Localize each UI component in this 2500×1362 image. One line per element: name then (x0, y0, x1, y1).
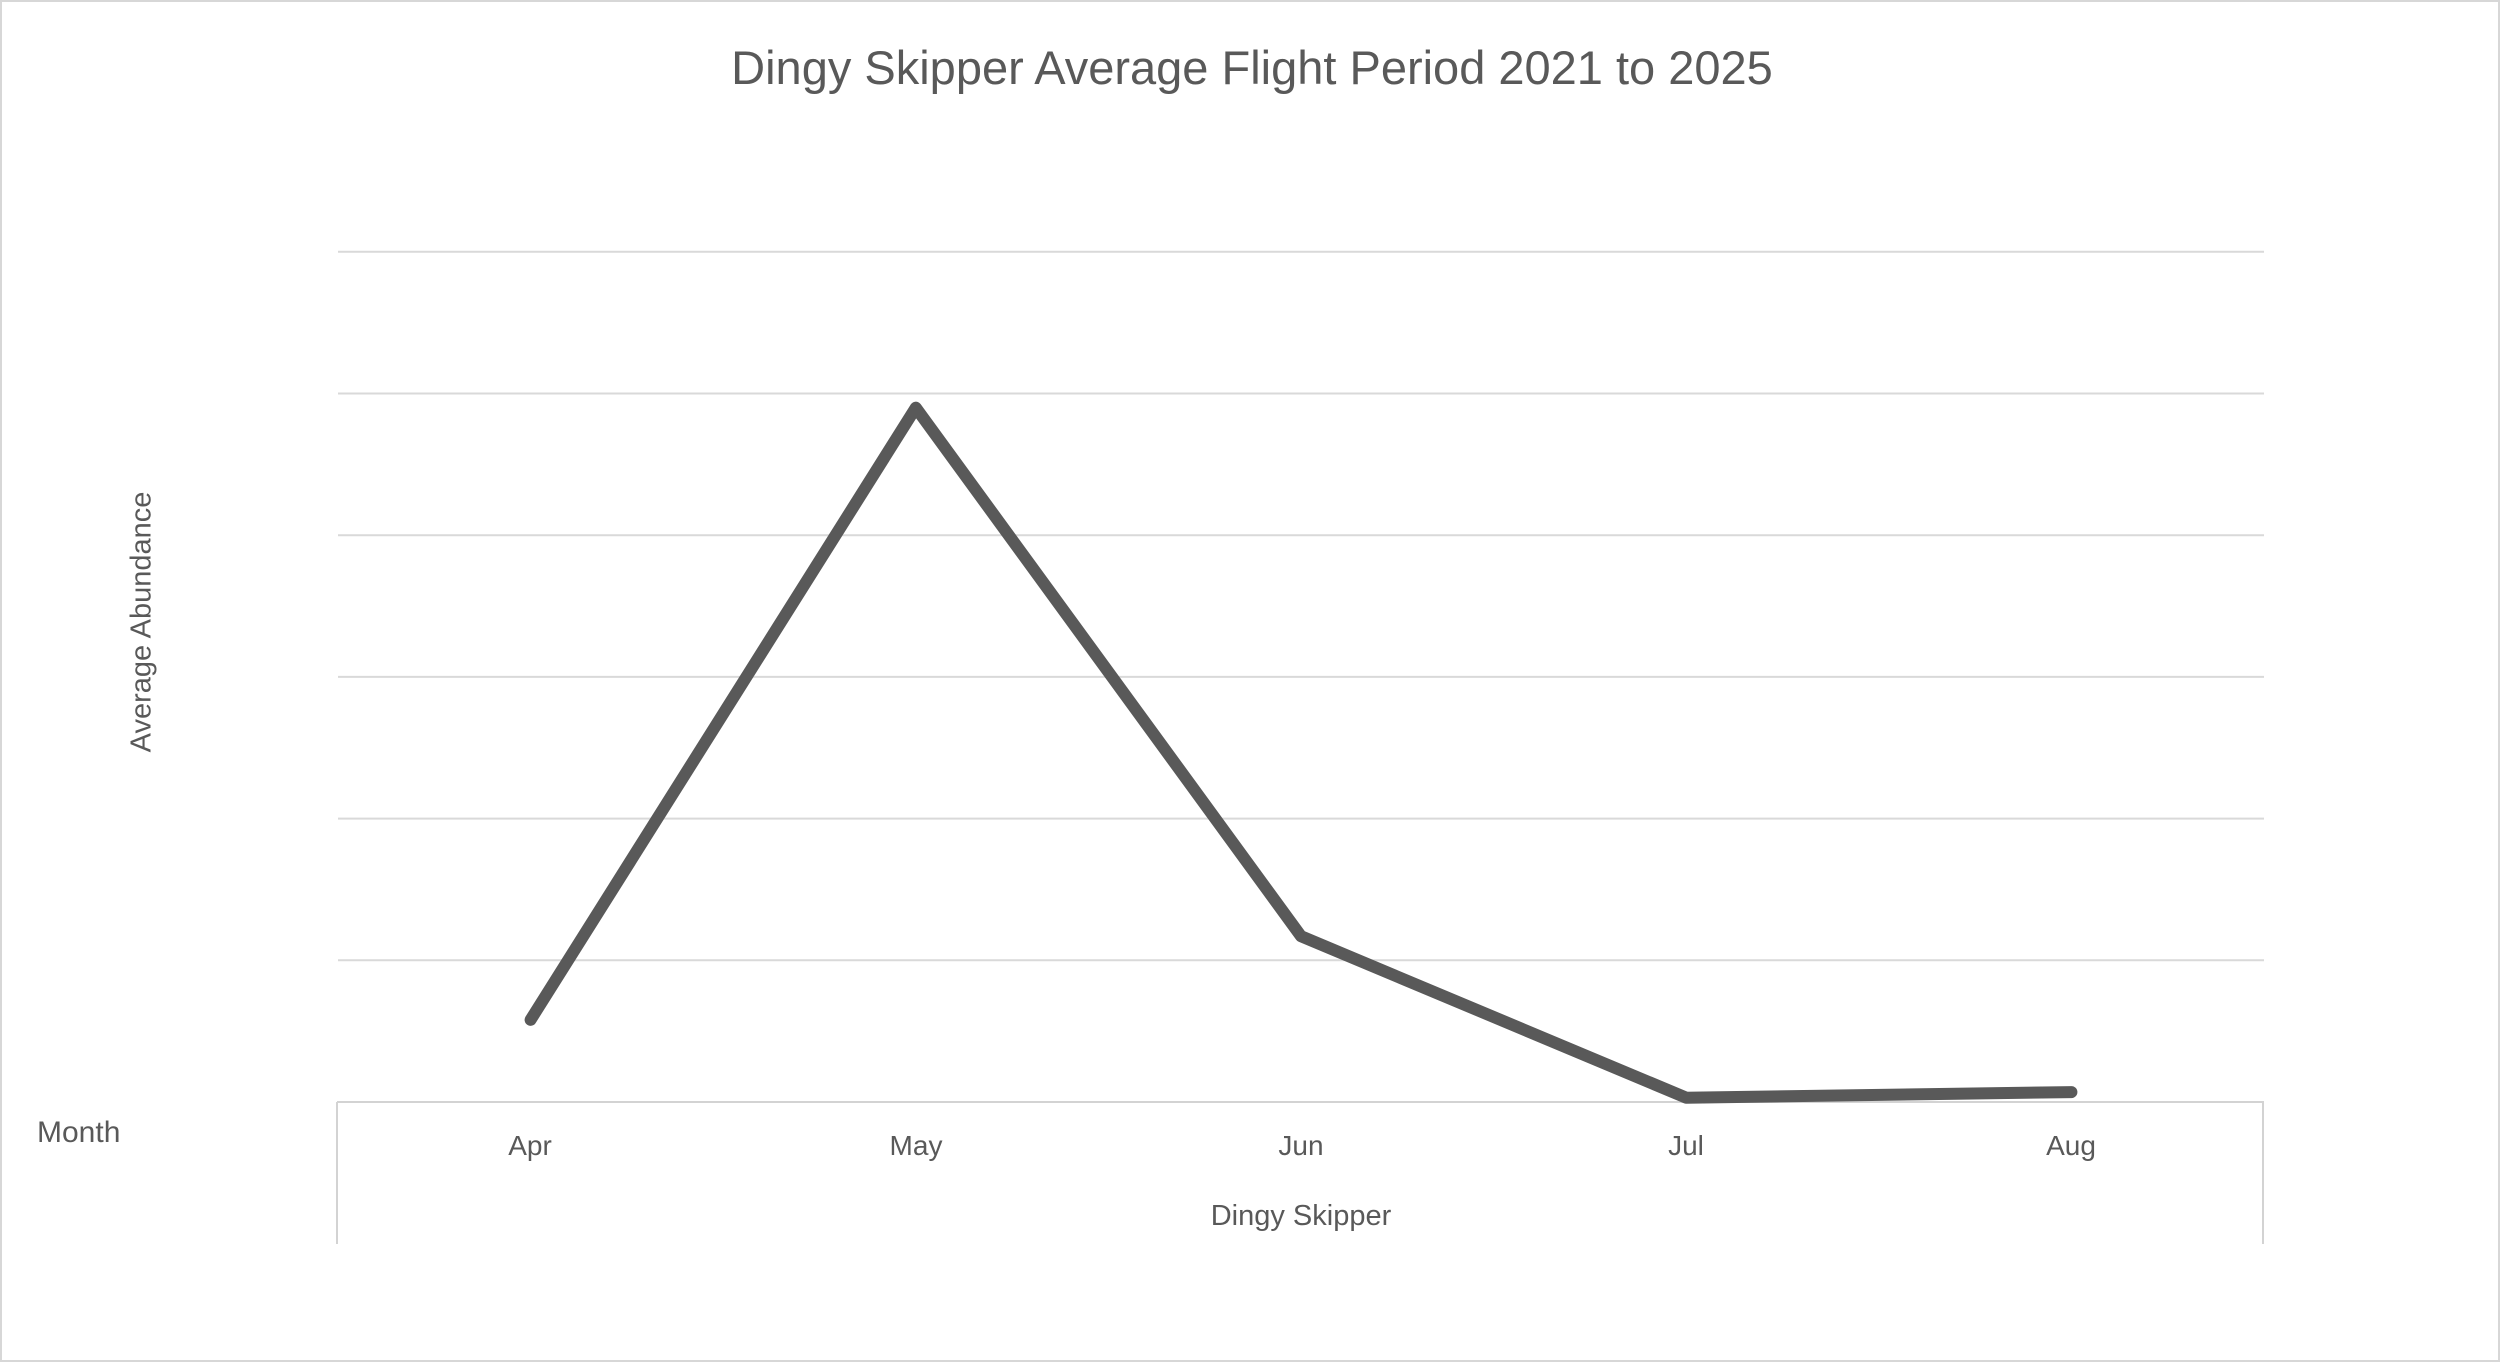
series-label: Dingy Skipper (1210, 1200, 1392, 1232)
data-line (524, 401, 2078, 1104)
chart-title: Dingy Skipper Average Flight Period 2021… (731, 41, 1773, 94)
category-label-apr: Apr (508, 1130, 552, 1161)
category-label-jul: Jul (1668, 1130, 1704, 1161)
y-axis-title-text: Average Abundance (125, 491, 158, 753)
gridlines (338, 250, 2264, 962)
category-label-jun: Jun (1278, 1130, 1324, 1161)
x-axis-title: Month (37, 1116, 121, 1149)
category-label-aug: Aug (2046, 1130, 2096, 1161)
category-label-may: May (889, 1130, 943, 1161)
